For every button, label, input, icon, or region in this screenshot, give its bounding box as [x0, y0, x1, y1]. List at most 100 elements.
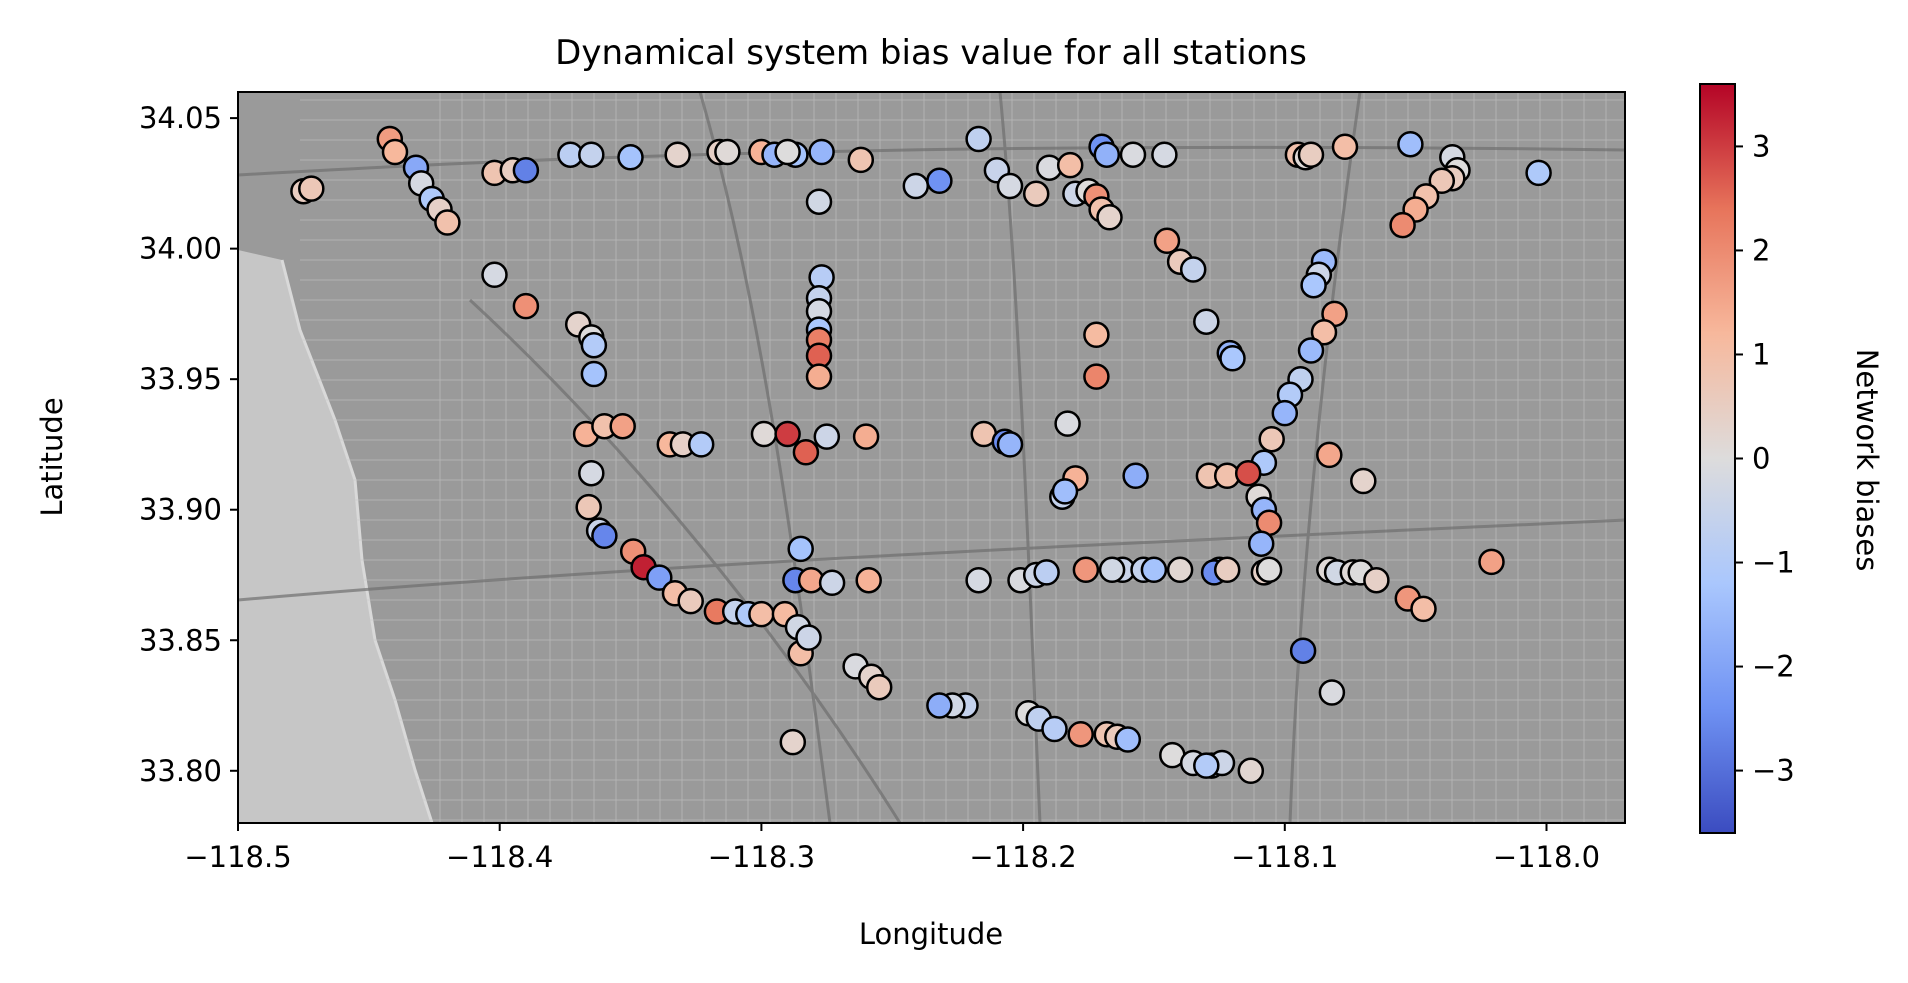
station-point-83 [1083, 321, 1110, 349]
colorbar: −3 −2 −1 0 1 2 3 Network biases [1699, 83, 1884, 834]
station-point-82 [1054, 410, 1081, 437]
station-point-26 [965, 125, 992, 153]
station-point-28 [996, 172, 1024, 200]
station-point-14 [617, 144, 644, 171]
station-point-175 [1114, 726, 1142, 753]
colorbar-tick-label: 0 [1752, 442, 1770, 476]
station-point-138 [795, 624, 822, 651]
station-point-159 [1255, 556, 1283, 584]
x-tick-label: −118.4 [446, 840, 553, 874]
colorbar-tick-label: 2 [1752, 233, 1770, 267]
station-point-63 [512, 292, 540, 320]
station-point-75 [774, 420, 801, 448]
station-point-112 [1478, 548, 1505, 576]
station-point-62 [481, 261, 508, 289]
station-point-49 [1428, 167, 1456, 195]
station-point-25 [926, 167, 953, 195]
station-point-105 [1247, 530, 1275, 557]
station-point-66 [580, 331, 608, 359]
station-point-22 [808, 138, 835, 166]
station-point-13 [578, 141, 605, 168]
station-point-117 [578, 459, 605, 487]
station-point-17 [714, 138, 741, 166]
y-axis: 33.80 33.85 33.90 33.95 34.00 34.05 [139, 101, 238, 788]
station-point-88 [1193, 308, 1220, 335]
station-point-1 [298, 175, 325, 202]
station-point-31 [1056, 151, 1084, 179]
station-point-136 [818, 569, 846, 597]
station-point-137 [855, 566, 882, 594]
y-tick-label: 33.95 [139, 362, 222, 396]
x-tick-label: −118.0 [1493, 840, 1600, 874]
x-tick-label: −118.3 [708, 840, 815, 874]
station-point-152 [1098, 556, 1126, 584]
station-point-167 [1289, 637, 1317, 664]
station-point-23 [847, 146, 875, 174]
station-point-123 [646, 564, 673, 591]
station-point-146 [965, 566, 992, 594]
x-tick-label: −118.1 [1231, 840, 1338, 874]
station-point-54 [805, 188, 833, 215]
colorbar-tick-label: −3 [1752, 754, 1795, 788]
station-point-8 [434, 209, 461, 236]
station-point-29 [1022, 180, 1050, 208]
station-point-77 [813, 423, 841, 450]
station-point-36 [1096, 204, 1123, 231]
colorbar-tick-label: −2 [1752, 650, 1795, 684]
station-point-150 [1072, 556, 1100, 584]
station-point-3 [381, 138, 409, 166]
station-point-96 [1297, 337, 1325, 364]
station-point-44 [1331, 133, 1359, 161]
station-point-81 [996, 431, 1024, 458]
station-point-125 [677, 587, 704, 615]
station-point-172 [1067, 720, 1094, 748]
station-point-116 [1051, 478, 1079, 505]
x-axis: −118.5 −118.4 −118.3 −118.2 −118.1 −118.0 [184, 823, 1600, 874]
colorbar-tick-label: 3 [1752, 129, 1770, 163]
station-point-129 [748, 600, 775, 628]
station-point-61 [805, 363, 833, 390]
station-point-87 [1179, 256, 1207, 283]
station-point-171 [1041, 715, 1068, 743]
station-point-155 [1166, 556, 1194, 584]
station-point-15 [664, 141, 691, 168]
station-point-95 [1310, 318, 1338, 346]
station-point-99 [1271, 399, 1299, 427]
station-point-73 [687, 431, 715, 458]
station-point-168 [1318, 679, 1346, 706]
station-point-70 [609, 412, 636, 440]
x-axis-label: Longitude [859, 917, 1003, 951]
station-point-93 [1300, 271, 1327, 299]
station-point-134 [787, 535, 814, 563]
y-tick-label: 34.05 [139, 101, 222, 135]
station-point-24 [902, 172, 930, 200]
station-point-149 [1033, 559, 1060, 586]
station-point-113 [1122, 462, 1149, 490]
y-tick-label: 33.85 [139, 623, 222, 657]
station-point-43 [1297, 141, 1325, 168]
station-point-45 [1397, 130, 1424, 158]
station-point-164 [1363, 566, 1390, 594]
y-tick-label: 33.80 [139, 754, 222, 788]
station-point-78 [852, 423, 880, 450]
station-point-154 [1140, 556, 1168, 584]
station-point-67 [580, 360, 608, 388]
chart-title: Dynamical system bias value for all stat… [555, 33, 1307, 73]
colorbar-tick-label: 1 [1752, 337, 1770, 371]
station-point-53 [1525, 159, 1552, 187]
station-point-52 [1389, 211, 1416, 239]
colorbar-tick-label: −1 [1752, 546, 1795, 580]
colorbar-label: Network biases [1850, 349, 1884, 572]
station-point-120 [591, 522, 618, 550]
y-tick-label: 34.00 [139, 232, 222, 266]
station-point-74 [750, 420, 778, 448]
data-points [290, 125, 1552, 785]
station-point-141 [865, 673, 893, 701]
station-point-111 [1234, 459, 1262, 487]
station-point-100 [1258, 425, 1285, 453]
colorbar-gradient [1699, 83, 1736, 834]
colorbar-ticks: −3 −2 −1 0 1 2 3 [1735, 129, 1795, 788]
station-point-76 [792, 439, 820, 466]
y-axis-label: Latitude [35, 397, 69, 516]
